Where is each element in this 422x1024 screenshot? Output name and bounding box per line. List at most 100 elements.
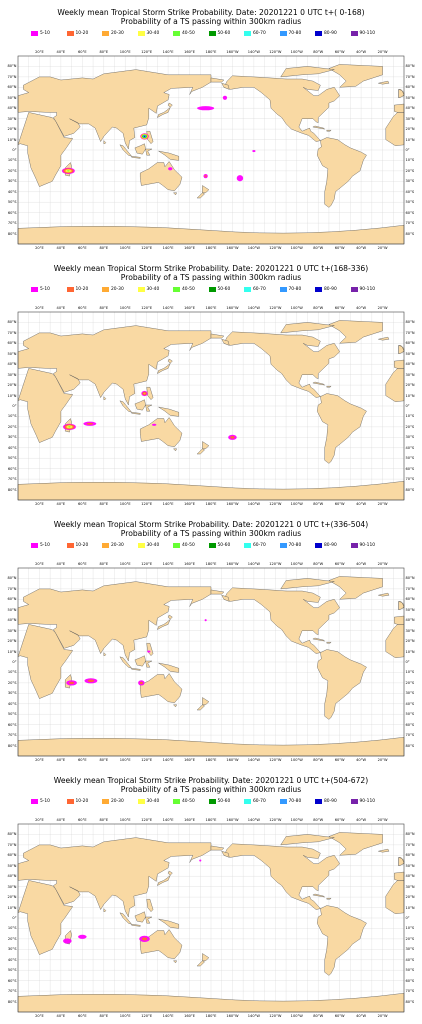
longitude-label: 160°E — [184, 306, 196, 310]
latitude-label: 50°N — [405, 607, 415, 612]
longitude-label: 140°W — [247, 818, 260, 822]
longitude-label: 80°W — [313, 1014, 324, 1018]
latitude-label: 40°N — [7, 362, 17, 367]
longitude-label: 120°W — [269, 502, 282, 506]
strike-probability-area — [66, 680, 77, 686]
latitude-label: 10°N — [7, 905, 17, 910]
latitude-label: 50°N — [405, 863, 415, 868]
legend-label: 70-80 — [288, 543, 302, 548]
longitude-label: 120°E — [141, 758, 153, 762]
legend-swatch — [31, 543, 38, 548]
latitude-label: 30°S — [7, 691, 17, 696]
latitude-label: 10°S — [405, 414, 415, 419]
legend-label: 80-90 — [324, 31, 337, 36]
longitude-label: 40°E — [56, 502, 66, 506]
latitude-label: 0° — [12, 148, 17, 152]
latitude-label: 0° — [405, 916, 410, 920]
latitude-label: 60°N — [7, 597, 17, 602]
longitude-label: 40°E — [56, 1014, 66, 1018]
latitude-label: 70°S — [7, 989, 17, 994]
longitude-label: 60°W — [334, 758, 345, 762]
panel-subtitle: Probability of a TS passing within 300km… — [120, 529, 302, 538]
latitude-label: 70°N — [405, 586, 415, 591]
longitude-label: 120°E — [141, 1014, 153, 1018]
longitude-label: 120°W — [269, 758, 282, 762]
strike-probability-area — [203, 174, 208, 179]
latitude-label: 80°N — [7, 64, 17, 69]
strike-probability-area — [63, 938, 72, 944]
longitude-label: 60°W — [334, 562, 345, 566]
latitude-label: 10°N — [405, 137, 415, 142]
legend-swatch — [173, 31, 180, 36]
legend-swatch — [66, 31, 74, 36]
latitude-label: 30°S — [7, 947, 17, 952]
longitude-label: 80°E — [99, 502, 109, 506]
longitude-label: 40°W — [356, 246, 367, 250]
strike-probability-area — [83, 421, 97, 426]
latitude-label: 20°N — [405, 639, 415, 644]
latitude-label: 80°N — [7, 576, 17, 581]
latitude-label: 50°S — [7, 712, 17, 717]
longitude-label: 140°E — [162, 50, 174, 54]
legend-swatch — [31, 799, 38, 804]
longitude-label: 20°W — [377, 818, 388, 822]
legend-label: 20-30 — [111, 287, 124, 292]
latitude-label: 50°S — [405, 200, 415, 205]
longitude-label: 40°E — [56, 758, 66, 762]
longitude-label: 140°W — [247, 246, 260, 250]
landmasses — [17, 64, 405, 245]
longitude-label: 180°E — [205, 246, 217, 250]
latitude-label: 0° — [12, 916, 17, 920]
latitude-label: 60°S — [7, 210, 17, 215]
latitude-label: 10°N — [405, 393, 415, 398]
latitude-label: 70°N — [7, 330, 17, 335]
longitude-label: 60°E — [78, 50, 87, 54]
panel-title: Weekly mean Tropical Storm Strike Probab… — [57, 8, 365, 17]
longitude-label: 100°E — [119, 1014, 131, 1018]
longitude-label: 40°W — [356, 758, 367, 762]
latitude-label: 80°N — [7, 832, 17, 837]
latitude-label: 50°N — [405, 95, 415, 100]
longitude-label: 120°E — [141, 502, 153, 506]
longitude-label: 160°W — [226, 1014, 239, 1018]
longitude-label: 160°W — [226, 246, 239, 250]
legend-label: 30-40 — [146, 799, 160, 804]
legend-swatch — [350, 543, 358, 548]
longitude-label: 140°W — [247, 50, 260, 54]
latitude-label: 50°S — [405, 456, 415, 461]
legend-label: 5-10 — [40, 799, 50, 804]
longitude-label: 20°W — [377, 758, 388, 762]
longitude-label: 160°W — [226, 502, 239, 506]
legend-label: 10-20 — [75, 799, 89, 804]
longitude-label: 80°W — [313, 758, 324, 762]
latitude-label: 20°S — [7, 168, 17, 173]
longitude-label: 160°E — [184, 502, 196, 506]
legend-swatch — [208, 31, 216, 36]
longitude-label: 160°W — [226, 818, 239, 822]
legend-swatch — [244, 31, 251, 36]
legend-label: 40-50 — [182, 799, 195, 804]
map-canvas — [17, 55, 405, 245]
legend-label: 10-20 — [75, 543, 89, 548]
latitude-label: 80°S — [7, 487, 17, 492]
longitude-label: 140°W — [247, 758, 260, 762]
latitude-label: 20°S — [405, 936, 415, 941]
legend-label: 30-40 — [146, 543, 160, 548]
latitude-label: 50°N — [7, 607, 17, 612]
latitude-label: 30°N — [7, 628, 17, 633]
legend-label: 10-20 — [75, 31, 89, 36]
longitude-label: 60°E — [78, 562, 87, 566]
legend-swatch — [137, 799, 145, 804]
latitude-label: 80°N — [405, 64, 415, 69]
longitude-label: 20°E — [35, 502, 44, 506]
longitude-label: 80°W — [313, 818, 324, 822]
legend-label: 90-110 — [359, 31, 376, 36]
panel-subtitle: Probability of a TS passing within 300km… — [120, 17, 302, 26]
longitude-label: 140°W — [247, 502, 260, 506]
longitude-label: 80°E — [99, 818, 109, 822]
strike-probability-area — [222, 95, 228, 100]
latitude-label: 70°S — [7, 221, 17, 226]
latitude-label: 80°S — [405, 999, 415, 1004]
legend-swatch — [208, 799, 216, 804]
latitude-label: 10°N — [7, 649, 17, 654]
